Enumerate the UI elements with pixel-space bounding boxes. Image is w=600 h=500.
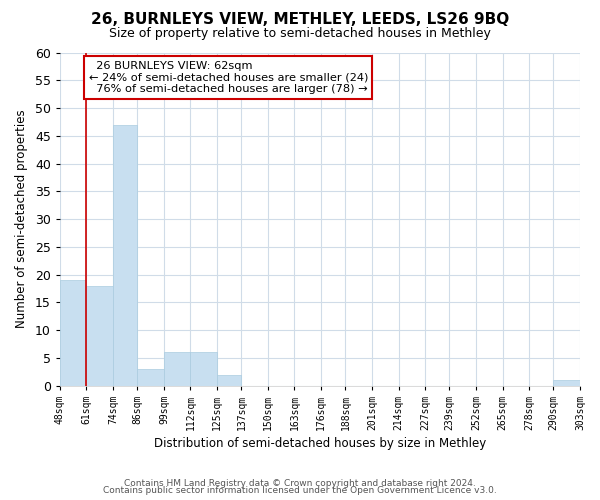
Text: Contains HM Land Registry data © Crown copyright and database right 2024.: Contains HM Land Registry data © Crown c… (124, 478, 476, 488)
Bar (113, 124, 137, 386)
Text: 26, BURNLEYS VIEW, METHLEY, LEEDS, LS26 9BQ: 26, BURNLEYS VIEW, METHLEY, LEEDS, LS26 … (91, 12, 509, 28)
Bar (217, 374, 241, 386)
Text: Size of property relative to semi-detached houses in Methley: Size of property relative to semi-detach… (109, 28, 491, 40)
Text: Contains public sector information licensed under the Open Government Licence v3: Contains public sector information licen… (103, 486, 497, 495)
Text: 26 BURNLEYS VIEW: 62sqm  
← 24% of semi-detached houses are smaller (24)
  76% o: 26 BURNLEYS VIEW: 62sqm ← 24% of semi-de… (89, 61, 368, 94)
Bar (60, 280, 86, 386)
Bar (86, 286, 113, 386)
Bar (164, 352, 190, 386)
Bar (190, 352, 217, 386)
Y-axis label: Number of semi-detached properties: Number of semi-detached properties (15, 110, 28, 328)
Bar (553, 380, 580, 386)
Bar (137, 369, 164, 386)
X-axis label: Distribution of semi-detached houses by size in Methley: Distribution of semi-detached houses by … (154, 437, 486, 450)
